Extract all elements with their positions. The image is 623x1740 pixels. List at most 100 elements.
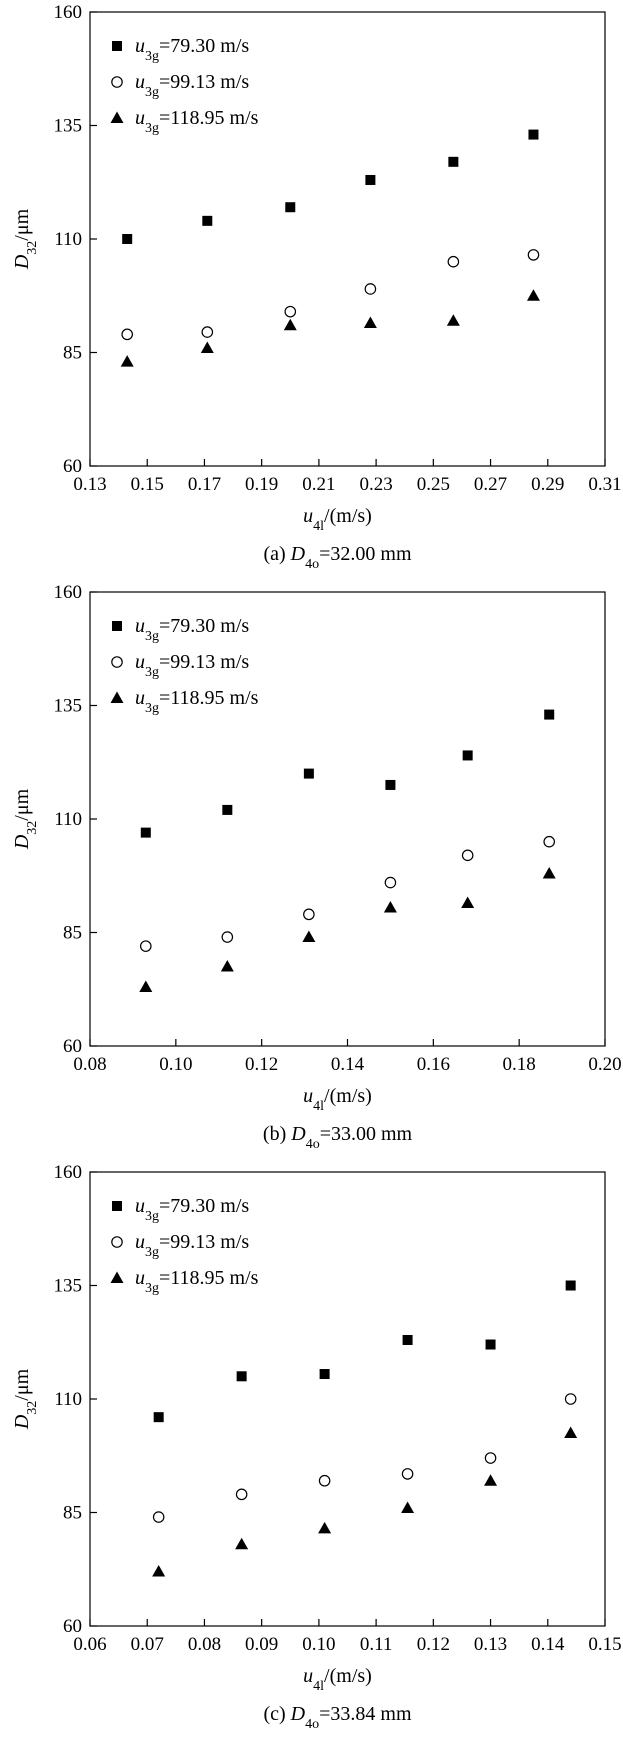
series-open-circle: [139, 835, 556, 952]
data-point: [202, 215, 213, 226]
x-tick-label: 0.18: [503, 1054, 536, 1075]
scatter-plot-c: 0.06 0.07 0.08 0.09 0.10 0.11 0.12 0.13 0.14 0.15…: [11, 1162, 622, 1732]
legend: u3g=79.30 m/s u3g=99.13 m/s u3g=118.95 m/s: [110, 35, 259, 136]
x-tick-label: 0.19: [245, 474, 278, 495]
series-filled-square: [122, 129, 539, 244]
legend-marker-filled-triangle: [110, 1271, 124, 1283]
data-point: [448, 156, 459, 167]
data-point: [363, 316, 377, 328]
x-axis-label: u4l/(m/s): [303, 1665, 372, 1694]
data-point: [527, 249, 540, 261]
data-point: [526, 289, 540, 301]
legend-marker-open-circle: [111, 1236, 123, 1248]
y-tick-label: 160: [54, 1162, 83, 1183]
data-point: [564, 1426, 578, 1439]
x-tick-label: 0.20: [588, 1054, 621, 1075]
legend-entry-label: u3g=99.13 m/s: [135, 1231, 249, 1260]
y-tick-label: 135: [54, 116, 83, 137]
data-point: [319, 1369, 330, 1380]
figure-caption: (a) D4o=32.00 mm: [263, 543, 411, 572]
data-point: [221, 931, 234, 943]
legend-entry-label: u3g=118.95 m/s: [135, 107, 259, 136]
series-filled-triangle: [139, 866, 556, 992]
data-point: [140, 827, 151, 838]
data-point: [528, 129, 539, 140]
legend-entry-label: u3g=99.13 m/s: [135, 71, 249, 100]
y-tick-label: 110: [54, 809, 82, 830]
legend-marker-filled-triangle: [110, 111, 124, 123]
y-tick-label: 85: [63, 1503, 82, 1524]
x-tick-label: 0.21: [302, 474, 335, 495]
data-point: [122, 234, 133, 244]
data-point: [121, 328, 133, 341]
scatter-plot-a: 0.13 0.15 0.17 0.19 0.21 0.23 0.25 0.27 0.29 0.31…: [11, 2, 622, 572]
data-point: [402, 1334, 413, 1345]
x-tick-label: 0.17: [188, 474, 221, 495]
x-tick-label: 0.23: [359, 474, 392, 495]
data-point: [484, 1474, 498, 1486]
data-point: [200, 341, 214, 353]
data-point: [461, 896, 475, 908]
data-point: [285, 202, 296, 213]
data-point: [235, 1537, 249, 1550]
data-point: [447, 255, 460, 268]
scatter-plot-b: 0.08 0.10 0.12 0.14 0.16 0.18 0.20 60 85 110 135 16…: [11, 582, 622, 1152]
x-tick-label: 0.14: [531, 1634, 565, 1655]
legend-entry-label: u3g=118.95 m/s: [135, 687, 259, 716]
x-tick-label: 0.11: [360, 1634, 393, 1655]
x-tick-label: 0.09: [245, 1634, 278, 1655]
data-point: [302, 930, 316, 943]
legend-entry-label: u3g=79.30 m/s: [135, 35, 249, 64]
data-point: [544, 709, 555, 720]
chart-panel-b: 0.08 0.10 0.12 0.14 0.16 0.18 0.20 60 85 110 135 16…: [0, 580, 623, 1160]
legend-entry-label: u3g=79.30 m/s: [135, 1195, 249, 1224]
x-tick-label: 0.15: [131, 474, 164, 495]
series-filled-square: [153, 1280, 576, 1423]
data-point: [303, 768, 314, 779]
data-point: [152, 1565, 166, 1577]
data-point: [564, 1393, 577, 1405]
data-point: [318, 1474, 331, 1487]
x-tick-label: 0.06: [73, 1634, 106, 1655]
x-tick-label: 0.27: [474, 474, 507, 495]
data-point: [236, 1371, 247, 1382]
y-axis-label: D32/μm: [11, 208, 40, 270]
data-point: [139, 980, 153, 992]
y-tick-label: 160: [54, 2, 83, 23]
data-point: [446, 314, 460, 326]
x-tick-label: 0.16: [417, 1054, 450, 1075]
y-tick-label: 85: [63, 923, 82, 944]
data-point: [139, 940, 152, 952]
figure-caption: (b) D4o=33.00 mm: [263, 1123, 413, 1152]
legend-entry-label: u3g=99.13 m/s: [135, 651, 249, 680]
data-point: [284, 305, 297, 318]
y-tick-label: 85: [63, 343, 82, 364]
y-tick-label: 135: [54, 1276, 83, 1297]
x-tick-label: 0.12: [245, 1054, 278, 1075]
x-tick-label: 0.13: [474, 1634, 507, 1655]
data-point: [462, 750, 473, 761]
series-filled-square: [140, 709, 555, 838]
chart-panel-a: 0.13 0.15 0.17 0.19 0.21 0.23 0.25 0.27 0.29 0.31…: [0, 0, 623, 580]
x-tick-label: 0.25: [417, 474, 450, 495]
data-point: [220, 960, 234, 972]
y-tick-label: 110: [54, 1389, 82, 1410]
data-point: [283, 318, 297, 331]
y-axis-label: D32/μm: [11, 788, 40, 850]
series-filled-triangle: [152, 1426, 578, 1577]
data-point: [383, 901, 397, 913]
data-point: [385, 779, 396, 790]
legend-marker-filled-triangle: [110, 691, 124, 703]
data-point: [484, 1452, 497, 1464]
legend-marker-open-circle: [111, 656, 123, 668]
data-point: [120, 355, 134, 367]
y-axis-label: D32/μm: [11, 1368, 40, 1430]
legend-marker-filled-square: [112, 41, 122, 51]
figure-caption: (c) D4o=33.84 mm: [263, 1703, 411, 1732]
data-point: [152, 1511, 165, 1523]
y-tick-label: 110: [54, 229, 82, 250]
x-tick-label: 0.10: [159, 1054, 192, 1075]
data-point: [318, 1521, 332, 1534]
data-point: [565, 1280, 576, 1291]
data-point: [461, 849, 474, 862]
